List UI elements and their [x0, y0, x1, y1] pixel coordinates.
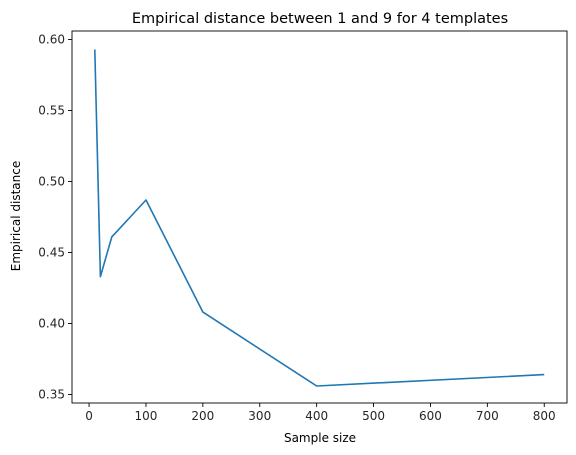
plot-frame: [71, 30, 568, 404]
series-line-0: [94, 49, 545, 387]
x-axis-label: Sample size: [284, 431, 356, 445]
y-tick-label: 0.45: [38, 245, 65, 259]
x-tick-label: 800: [533, 409, 556, 423]
x-tick-label: 700: [476, 409, 499, 423]
plot-area: 0 100 200 300 400 500 600 700 800 0.35 0.40 0.45 0.5…: [38, 30, 568, 423]
x-tick-label: 400: [305, 409, 328, 423]
y-tick-label: 0.55: [38, 104, 65, 118]
y-tick-label: 0.40: [38, 316, 65, 330]
x-tick-label: 600: [419, 409, 442, 423]
y-tick-label: 0.60: [38, 33, 65, 47]
x-tick-label: 100: [135, 409, 158, 423]
x-tick-label: 200: [191, 409, 214, 423]
chart-title: Empirical distance between 1 and 9 for 4…: [132, 11, 508, 27]
y-tick-label: 0.35: [38, 387, 65, 401]
y-axis-label: Empirical distance: [9, 161, 23, 271]
x-tick-label: 0: [85, 409, 93, 423]
y-tick-label: 0.50: [38, 175, 65, 189]
x-tick-label: 500: [362, 409, 385, 423]
x-tick-label: 300: [248, 409, 271, 423]
